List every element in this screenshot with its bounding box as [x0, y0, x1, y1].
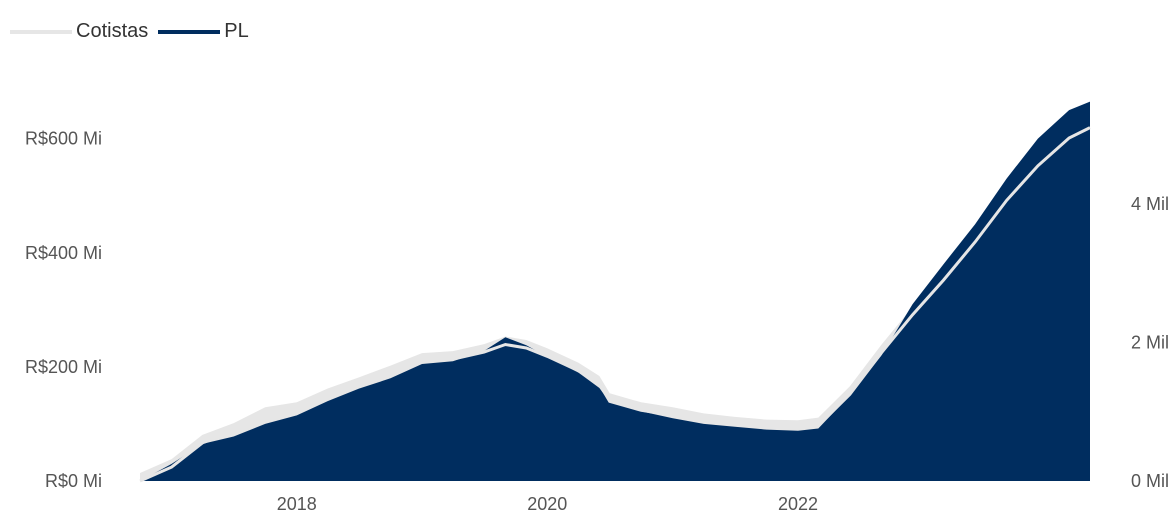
y-left-tick-label: R$200 Mi — [25, 357, 102, 377]
legend-item-cotistas[interactable]: Cotistas — [10, 20, 148, 43]
pl-area — [140, 101, 1090, 481]
y-left-tick-label: R$400 Mi — [25, 243, 102, 263]
legend-item-pl[interactable]: PL — [158, 20, 249, 43]
legend-label-cotistas: Cotistas — [76, 20, 149, 42]
x-tick-label: 2022 — [778, 494, 818, 514]
x-tick-label: 2018 — [277, 494, 317, 514]
legend-swatch-cotistas — [10, 29, 72, 34]
y-left-tick-label: R$600 Mi — [25, 129, 102, 149]
y-right-tick-label: 0 Mil — [1131, 471, 1169, 491]
y-left-tick-label: R$0 Mi — [45, 471, 102, 491]
cotistas-line — [139, 126, 1091, 483]
y-right-tick-label: 4 Mil — [1131, 194, 1169, 214]
y-right-tick-label: 2 Mil — [1131, 332, 1169, 352]
legend-swatch-pl — [158, 29, 221, 34]
x-tick-label: 2020 — [527, 494, 567, 514]
legend-label-pl: PL — [224, 20, 249, 42]
chart-legend: Cotistas PL — [10, 20, 259, 43]
